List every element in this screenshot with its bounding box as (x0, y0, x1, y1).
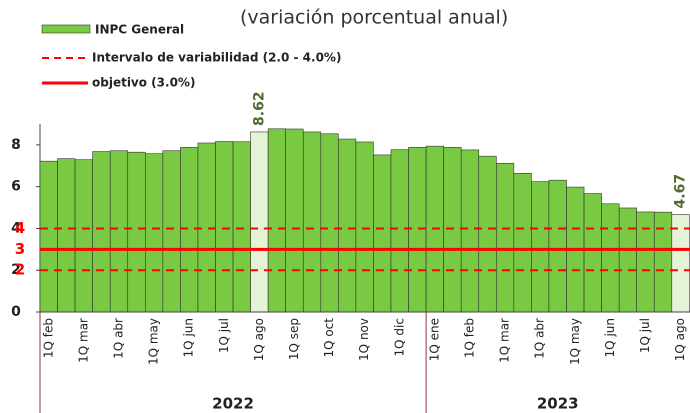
x-tick-label: 1Q ago (673, 318, 687, 361)
bar (338, 138, 357, 313)
x-tick-label: 1Q feb (41, 318, 55, 358)
bar (109, 150, 129, 313)
bar (531, 181, 550, 313)
group-label: 2023 (537, 395, 579, 413)
x-tick-label: 1Q feb (462, 318, 476, 358)
bar (478, 155, 497, 313)
x-tick-label: 1Q mar (498, 318, 512, 363)
x-tick-label: 1Q abr (111, 318, 125, 359)
x-tick-label: 1Q ago (252, 318, 266, 361)
x-tick-label: 1Q may (147, 318, 161, 365)
bar (285, 128, 304, 313)
x-tick-label: 1Q jul (638, 318, 652, 353)
y-tick-label: 4 (11, 220, 21, 236)
bar (548, 179, 567, 313)
bar (443, 147, 462, 313)
bar (215, 141, 234, 313)
data-label: 8.62 (251, 91, 267, 126)
x-tick-label: 1Q ene (427, 318, 441, 361)
bar (39, 160, 58, 313)
bar (618, 207, 638, 313)
bar (127, 151, 146, 313)
legend-swatch (41, 24, 91, 34)
bar (408, 147, 427, 313)
bar (390, 149, 409, 313)
bar (267, 128, 286, 313)
x-tick-label: 1Q oct (322, 318, 336, 358)
bar (355, 141, 374, 313)
bar (513, 172, 532, 313)
bar (92, 151, 111, 313)
x-tick-label: 1Q jul (217, 318, 231, 353)
bar (74, 159, 93, 313)
bar (232, 141, 251, 313)
bar (653, 211, 673, 313)
y-tick-label: 6 (11, 179, 21, 195)
reference-label: 3 (15, 240, 25, 258)
x-tick-label: 1Q jun (603, 318, 617, 357)
bar (57, 158, 76, 313)
y-tick-label: 0 (11, 304, 21, 320)
legend-label: INPC General (95, 23, 184, 37)
chart-title: (variación porcentual anual) (240, 7, 508, 29)
bar (162, 150, 181, 313)
bar (320, 133, 339, 313)
reference-label: 2 (15, 261, 25, 279)
x-tick-label: 1Q mar (76, 318, 90, 363)
bar (145, 153, 164, 313)
bar (636, 211, 655, 313)
x-tick-label: 1Q dic (392, 318, 406, 356)
y-tick-label: 2 (11, 262, 21, 278)
x-tick-label: 1Q abr (533, 318, 547, 359)
x-tick-label: 1Q may (568, 318, 582, 365)
bar (250, 131, 269, 313)
bar (583, 193, 602, 313)
x-tick-label: 1Q sep (287, 318, 301, 360)
legend-label: Intervalo de variabilidad (2.0 - 4.0%) (92, 51, 341, 65)
data-label: 4.67 (673, 174, 689, 209)
x-tick-label: 1Q nov (357, 318, 371, 361)
x-tick-label: 1Q jun (182, 318, 196, 357)
bar (373, 154, 392, 313)
bar (460, 149, 480, 313)
group-label: 2022 (212, 395, 254, 413)
legend-label: objetivo (3.0%) (92, 76, 195, 90)
bar (601, 203, 620, 313)
y-tick-label: 8 (11, 137, 21, 153)
reference-label: 4 (15, 219, 25, 237)
bar (180, 147, 199, 313)
bar (495, 162, 515, 313)
bar (302, 131, 322, 313)
